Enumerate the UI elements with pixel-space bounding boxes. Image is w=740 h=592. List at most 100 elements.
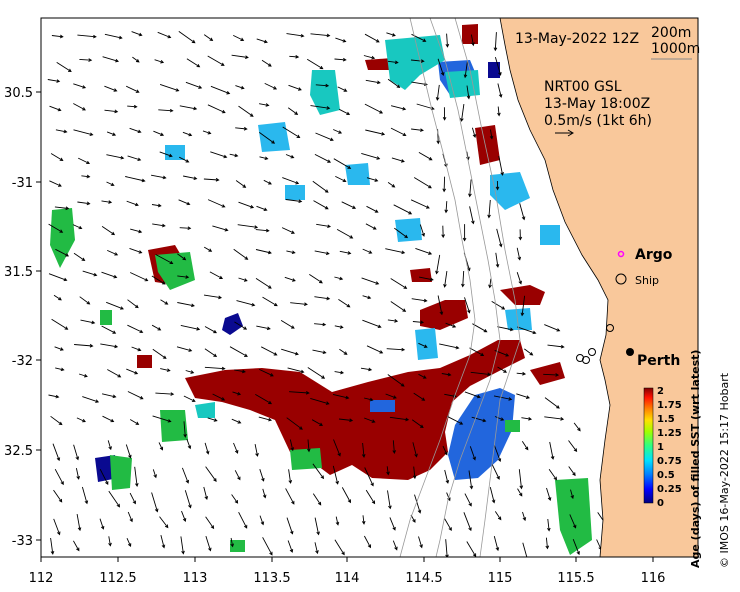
current-arrow [82, 270, 98, 277]
current-arrow [334, 57, 347, 62]
current-arrow [237, 224, 259, 229]
current-arrow [496, 228, 503, 248]
current-arrow [74, 343, 94, 348]
current-arrow [100, 343, 119, 349]
colorbar [643, 387, 654, 504]
argo-label: Argo [635, 247, 673, 263]
colorbar-tick-label: 0.5 [657, 470, 675, 481]
current-arrow [336, 229, 354, 239]
current-arrow [464, 297, 471, 314]
current-arrow [50, 537, 55, 555]
current-arrow [446, 415, 464, 425]
current-arrow [360, 367, 373, 372]
current-arrow [160, 534, 166, 549]
current-arrow [281, 348, 299, 356]
current-arrow [202, 130, 212, 135]
current-arrow [282, 177, 300, 185]
current-arrow [364, 33, 380, 43]
current-arrow [332, 393, 350, 400]
current-arrow [264, 82, 278, 90]
patch-age-075 [195, 402, 215, 418]
current-arrow [463, 60, 468, 79]
current-arrow [82, 396, 100, 403]
current-arrow [181, 510, 187, 522]
y-axis: 30.5 -31 31.5 -32 32.5 -33 [4, 86, 41, 549]
current-arrow [212, 393, 226, 401]
x-axis: 112 112.5 113 113.5 114 114.5 115 115.5 116 [29, 557, 665, 586]
x-tick-label: 112 [29, 571, 54, 586]
current-arrow [285, 154, 295, 159]
current-arrow [548, 468, 558, 481]
current-arrow [568, 440, 578, 453]
colorbar-title: Age (days) of filled SST (wrt latest) [689, 350, 702, 568]
perth-city-marker [626, 348, 634, 356]
current-arrow [207, 104, 226, 114]
current-arrow [238, 277, 248, 282]
patch-age-2 [420, 300, 468, 330]
current-arrow [289, 439, 295, 452]
current-arrow [255, 249, 272, 255]
current-arrow [464, 391, 481, 399]
current-arrow [107, 369, 122, 378]
current-arrow [315, 132, 334, 142]
colorbar-tick-label: 1.5 [657, 414, 675, 425]
current-arrow [339, 348, 348, 355]
current-arrow [464, 493, 472, 507]
current-arrow [259, 103, 270, 107]
current-arrow [233, 248, 249, 260]
current-arrow [284, 276, 296, 282]
current-arrow [497, 106, 501, 117]
current-arrow [568, 466, 576, 477]
current-arrow [387, 490, 392, 510]
current-arrow [493, 444, 502, 463]
current-arrow [387, 374, 405, 387]
current-arrow [419, 276, 434, 282]
current-arrow [411, 128, 424, 132]
current-arrow [518, 229, 523, 241]
y-tick-label: 30.5 [4, 86, 33, 101]
current-arrow [101, 200, 113, 204]
current-arrow [314, 542, 319, 555]
current-arrow [517, 326, 537, 335]
current-arrow [334, 539, 345, 556]
depth-contour-200m: 200m [651, 25, 691, 41]
current-arrow [131, 31, 143, 37]
current-arrow [258, 416, 273, 422]
current-arrow [178, 156, 190, 163]
current-arrow [495, 180, 500, 191]
current-arrow [155, 254, 174, 265]
current-arrow [177, 275, 190, 279]
current-arrow [79, 58, 93, 62]
current-arrow [101, 393, 117, 399]
current-arrow [471, 416, 487, 423]
current-arrow [339, 250, 352, 255]
current-arrow [51, 318, 69, 330]
current-arrow [262, 488, 267, 499]
current-arrow [288, 84, 302, 91]
current-arrow [158, 108, 174, 113]
current-arrow [309, 274, 323, 284]
current-arrow [390, 278, 408, 289]
patch-age-1 [555, 478, 592, 555]
y-tick-label: 32.5 [4, 444, 33, 459]
current-scale: 0.5m/s (1kt 6h) [544, 113, 652, 129]
current-arrow [130, 228, 143, 234]
colorbar-ticks: 2 1.75 1.5 1.25 1 0.75 0.5 0.25 0 [657, 386, 682, 509]
current-arrow [411, 298, 428, 303]
current-arrow [516, 393, 530, 399]
current-arrow [439, 343, 460, 350]
current-arrow [362, 319, 382, 329]
current-arrow [101, 271, 118, 279]
current-vectors [47, 31, 609, 557]
current-arrow [314, 250, 330, 256]
current-arrow [389, 416, 410, 422]
patch-age-2 [185, 340, 525, 480]
current-arrow [519, 203, 526, 221]
current-arrow [366, 345, 384, 354]
current-arrow [361, 515, 366, 525]
current-arrow [418, 342, 428, 348]
x-tick-label: 114.5 [405, 571, 442, 586]
patch-age-075 [310, 70, 340, 115]
current-arrow [366, 177, 379, 182]
current-arrow [410, 59, 425, 63]
